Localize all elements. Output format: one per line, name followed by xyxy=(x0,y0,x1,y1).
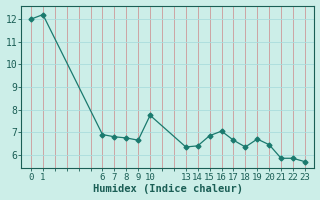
X-axis label: Humidex (Indice chaleur): Humidex (Indice chaleur) xyxy=(93,184,243,194)
